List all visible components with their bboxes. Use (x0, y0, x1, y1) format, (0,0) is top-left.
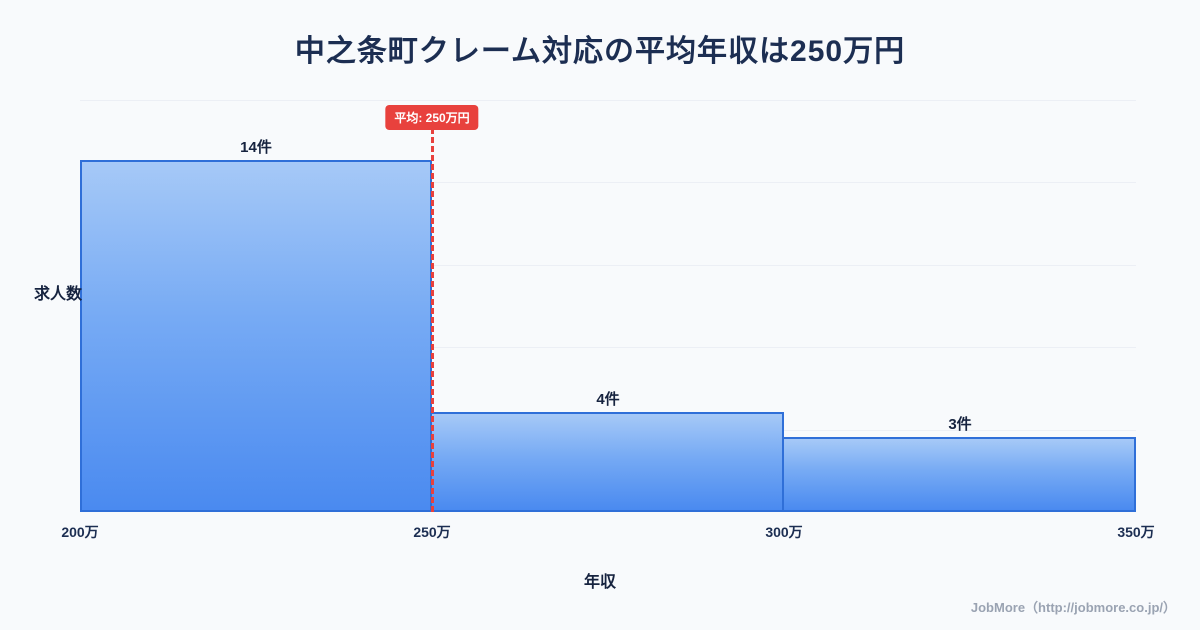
bar-count-label: 14件 (240, 139, 272, 157)
bar-count-label: 4件 (596, 390, 620, 408)
x-axis-label: 年収 (583, 574, 616, 591)
average-line (431, 128, 434, 512)
page-title: 中之条町クレーム対応の平均年収は250万円 (294, 35, 906, 68)
x-tick-label: 250万 (413, 524, 451, 540)
y-axis-label: 求人数 (34, 286, 83, 303)
x-tick-label: 350万 (1117, 524, 1155, 540)
gridline (80, 347, 1136, 349)
gridline (80, 182, 1136, 184)
bar-200万-250万 (80, 160, 432, 512)
gridline (80, 264, 1136, 266)
gridline (80, 100, 1136, 101)
average-badge: 平均: 250万円 (385, 105, 479, 130)
bar-300万-350万 (784, 436, 1136, 512)
x-tick-label: 200万 (61, 524, 99, 540)
x-tick-label: 300万 (765, 524, 803, 540)
bar-250万-300万 (432, 411, 784, 512)
bar-count-label: 3件 (948, 415, 972, 433)
footer-credit: JobMore（http://jobmore.co.jp/） (970, 600, 1176, 615)
